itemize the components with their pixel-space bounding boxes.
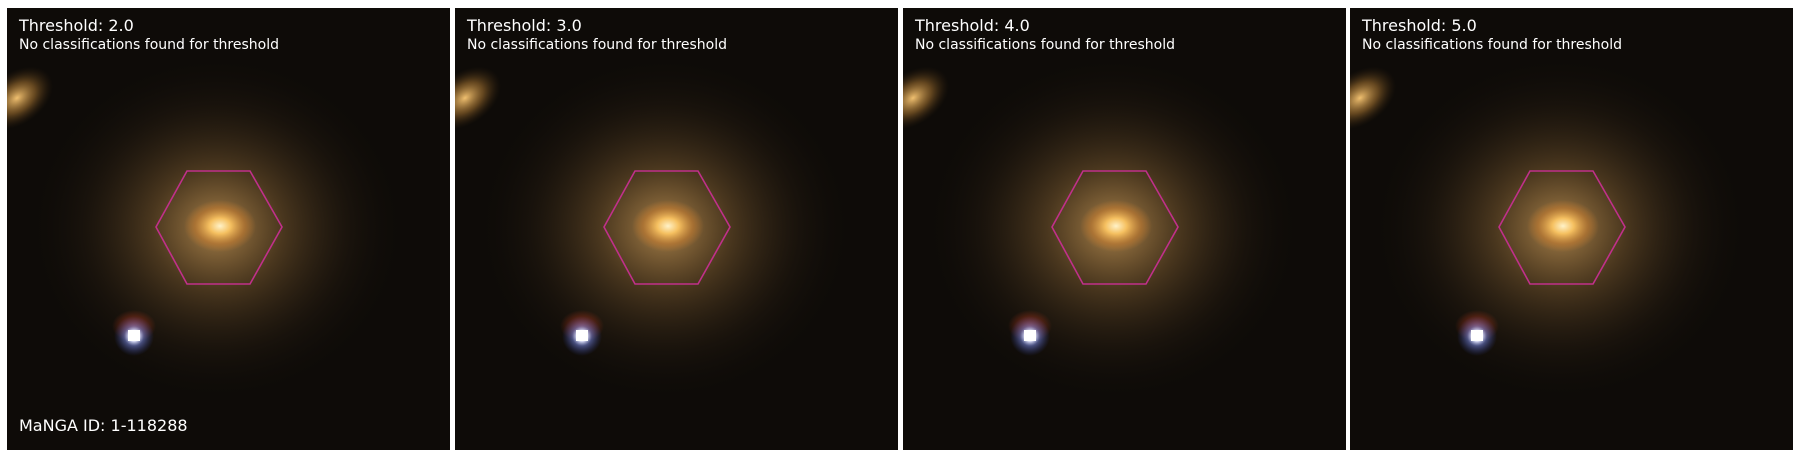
galaxy-core — [632, 200, 704, 252]
star-core — [576, 330, 588, 341]
galaxy-core — [1527, 200, 1599, 252]
ifu-hexagon-outline — [603, 170, 731, 285]
ifu-hexagon-outline — [1051, 170, 1179, 285]
ifu-hexagon-outline — [155, 170, 283, 285]
neighbor-galaxy — [7, 66, 54, 130]
neighbor-galaxy — [455, 66, 502, 130]
classification-status: No classifications found for threshold — [915, 37, 1175, 53]
galaxy-image — [1350, 8, 1793, 450]
threshold-panel-1: Threshold: 2.0 No classifications found … — [7, 8, 450, 450]
threshold-title: Threshold: 2.0 — [19, 16, 134, 35]
neighbor-galaxy — [1350, 66, 1397, 130]
threshold-title: Threshold: 5.0 — [1362, 16, 1477, 35]
threshold-title: Threshold: 3.0 — [467, 16, 582, 35]
threshold-panel-2: Threshold: 3.0 No classifications found … — [455, 8, 898, 450]
ifu-hexagon-outline — [1498, 170, 1626, 285]
threshold-title: Threshold: 4.0 — [915, 16, 1030, 35]
star-core — [1471, 330, 1483, 341]
galaxy-core — [1080, 200, 1152, 252]
galaxy-image — [903, 8, 1346, 450]
star-core — [128, 330, 140, 341]
threshold-panel-3: Threshold: 4.0 No classifications found … — [903, 8, 1346, 450]
manga-id-label: MaNGA ID: 1-118288 — [19, 416, 188, 435]
neighbor-galaxy — [903, 66, 950, 130]
classification-status: No classifications found for threshold — [19, 37, 279, 53]
classification-status: No classifications found for threshold — [1362, 37, 1622, 53]
classification-status: No classifications found for threshold — [467, 37, 727, 53]
star-core — [1024, 330, 1036, 341]
galaxy-core — [184, 200, 256, 252]
galaxy-image — [455, 8, 898, 450]
threshold-panel-4: Threshold: 5.0 No classifications found … — [1350, 8, 1793, 450]
galaxy-image — [7, 8, 450, 450]
